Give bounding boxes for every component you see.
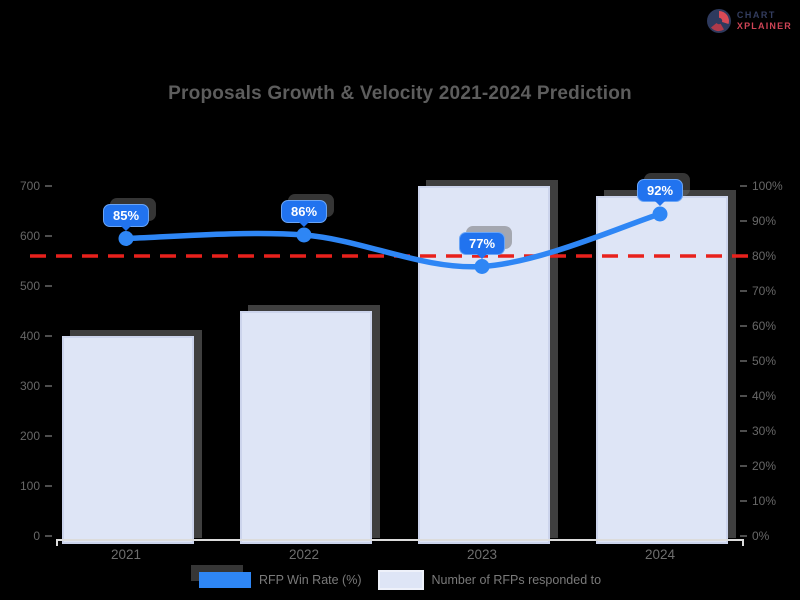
y-axis-right-tick-label: 70% bbox=[752, 284, 777, 298]
y-axis-right-tick-label: 30% bbox=[752, 424, 777, 438]
y-axis-left-tick-label: 500 bbox=[19, 279, 40, 293]
point-value-tooltip: 85% bbox=[102, 203, 150, 231]
y-axis-left-tickmark bbox=[45, 535, 52, 537]
y-axis-right-tick-label: 80% bbox=[752, 249, 777, 263]
y-axis-left-tickmark bbox=[45, 235, 52, 237]
y-axis-right-tick-label: 0% bbox=[752, 529, 770, 543]
win-rate-line bbox=[123, 211, 663, 270]
data-point bbox=[474, 259, 490, 274]
y-axis-right-tickmark bbox=[740, 535, 747, 537]
y-axis-right-tick-label: 50% bbox=[752, 354, 777, 368]
y-axis-right-tickmark bbox=[740, 325, 747, 327]
y-axis-left-tick-label: 300 bbox=[19, 379, 40, 393]
legend-item-rfps[interactable]: Number of RFPs responded to bbox=[377, 570, 602, 590]
bar bbox=[62, 336, 194, 544]
y-axis-right-tick-label: 20% bbox=[752, 459, 777, 473]
legend-label-bar: Number of RFPs responded to bbox=[431, 573, 602, 587]
y-axis-right-tick-label: 40% bbox=[752, 389, 777, 403]
y-axis-left-tick-label: 400 bbox=[19, 329, 40, 343]
logo-text-line2: XPLAINER bbox=[736, 21, 792, 31]
y-axis-left-tickmark bbox=[45, 335, 52, 337]
y-axis-right-tickmark bbox=[740, 185, 747, 187]
chart-title: Proposals Growth & Velocity 2021-2024 Pr… bbox=[168, 83, 632, 104]
y-axis-right-tickmark bbox=[740, 220, 747, 222]
data-point bbox=[296, 227, 312, 243]
data-point bbox=[652, 206, 668, 222]
point-value-tooltip: 92% bbox=[636, 179, 684, 206]
logo-text-line1: CHART bbox=[736, 10, 776, 20]
y-axis-right-tick-label: 60% bbox=[752, 319, 777, 333]
legend-swatch-bar bbox=[377, 570, 424, 590]
y-axis-right-tickmark bbox=[740, 395, 747, 397]
y-axis-right-tickmark bbox=[740, 430, 747, 432]
x-axis-line bbox=[56, 539, 744, 541]
y-axis-left-tick-label: 100 bbox=[19, 479, 40, 493]
point-value-tooltip: 86% bbox=[280, 200, 328, 227]
x-axis-end-tick bbox=[56, 539, 58, 546]
pie-logo-icon bbox=[706, 9, 731, 33]
x-axis-category-label: 2021 bbox=[110, 547, 142, 562]
y-axis-right-tick-label: 90% bbox=[752, 214, 777, 228]
y-axis-left-tickmark bbox=[45, 285, 52, 287]
bar bbox=[240, 311, 372, 544]
y-axis-left-tick-label: 0 bbox=[33, 529, 40, 543]
y-axis-right-tick-label: 100% bbox=[752, 179, 783, 193]
logo: CHART XPLAINER bbox=[706, 8, 792, 34]
y-axis-left-tick-label: 700 bbox=[19, 179, 40, 193]
point-value-tooltip: 77% bbox=[458, 231, 506, 259]
legend-item-win-rate[interactable]: RFP Win Rate (%) bbox=[198, 572, 362, 588]
y-axis-left-tick-label: 200 bbox=[19, 429, 40, 443]
y-axis-right-tickmark bbox=[740, 360, 747, 362]
x-axis-category-label: 2024 bbox=[644, 547, 676, 562]
y-axis-right-tick-label: 10% bbox=[752, 494, 777, 508]
y-axis-right-tickmark bbox=[740, 290, 747, 292]
y-axis-left-tick-label: 600 bbox=[19, 229, 40, 243]
legend-label-line: RFP Win Rate (%) bbox=[258, 573, 362, 587]
x-axis-category-label: 2022 bbox=[288, 547, 320, 562]
y-axis-left-tickmark bbox=[45, 485, 52, 487]
legend: RFP Win Rate (%) Number of RFPs responde… bbox=[0, 570, 800, 590]
y-axis-left-tickmark bbox=[45, 185, 52, 187]
legend-swatch-line bbox=[198, 572, 251, 588]
bar bbox=[596, 196, 728, 544]
y-axis-right-tickmark bbox=[740, 500, 747, 502]
x-axis-end-tick bbox=[742, 539, 744, 546]
data-point bbox=[118, 231, 134, 246]
y-axis-right-tickmark bbox=[740, 465, 747, 467]
y-axis-left-tickmark bbox=[45, 385, 52, 387]
x-axis-category-label: 2023 bbox=[466, 547, 498, 562]
y-axis-left-tickmark bbox=[45, 435, 52, 437]
